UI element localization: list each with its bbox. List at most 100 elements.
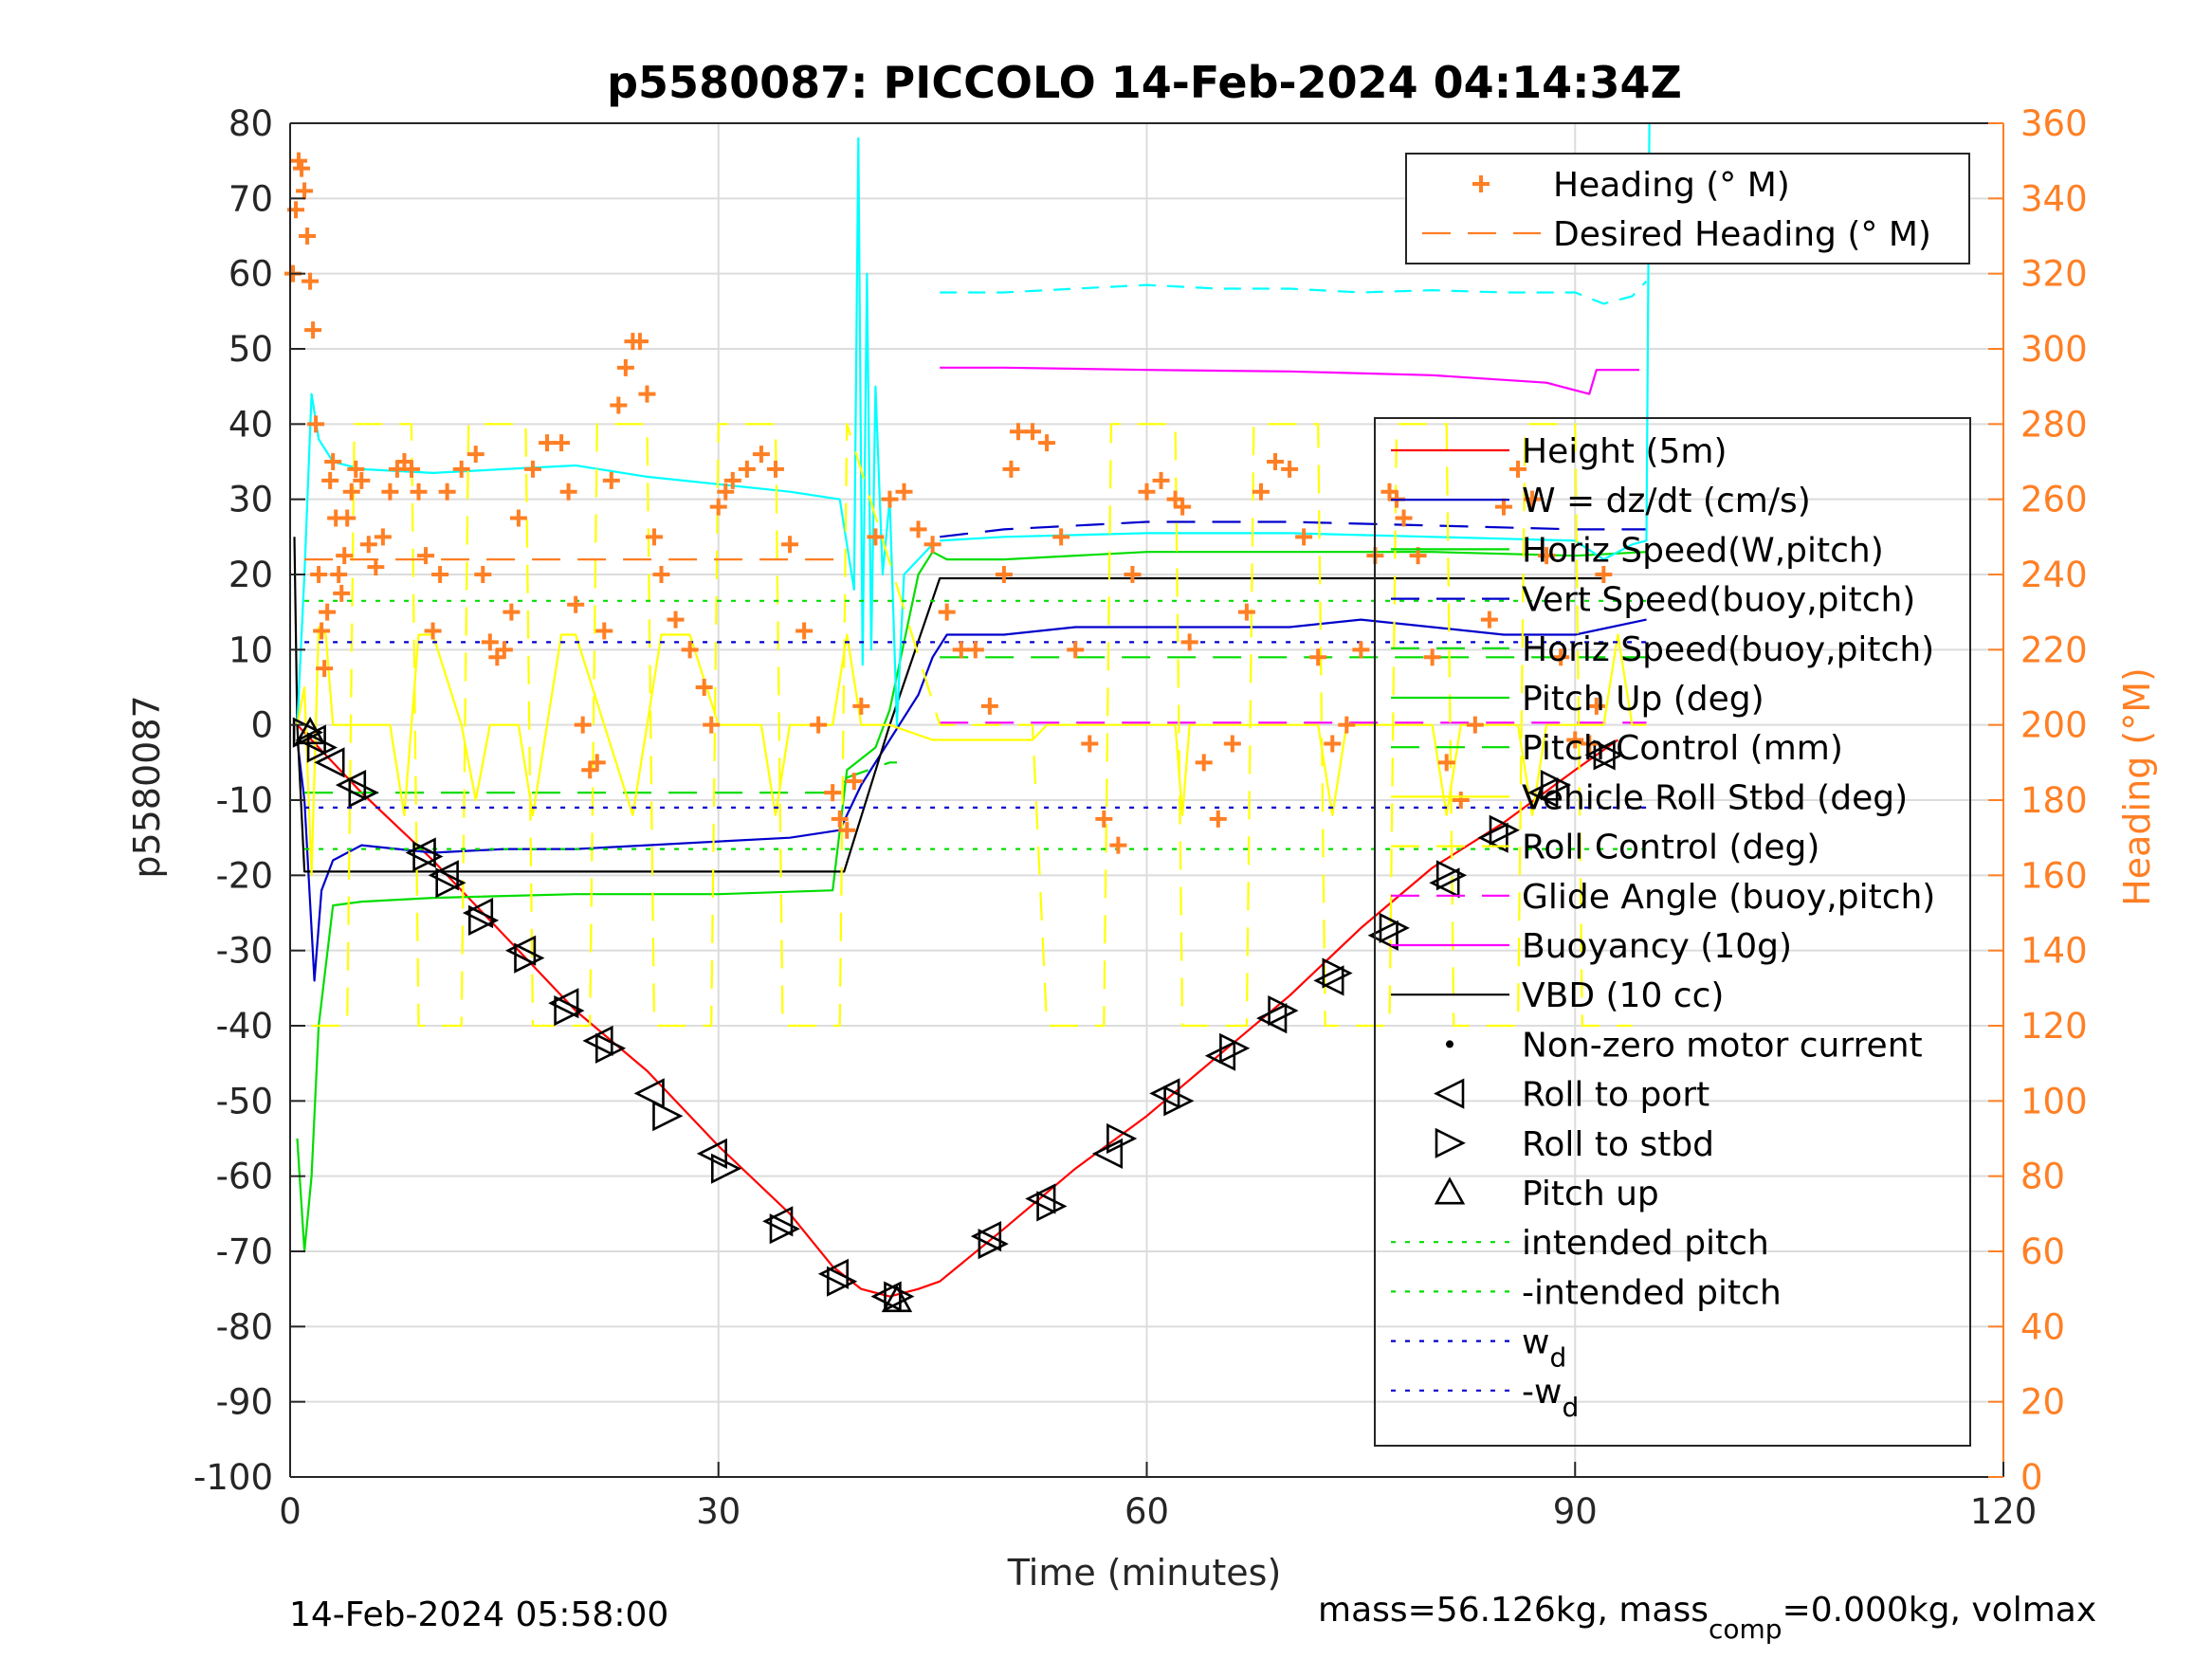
legend-heading: Heading (° M) Desired Heading (° M) [1405, 153, 1970, 264]
heading-point [1038, 434, 1056, 452]
heading-point [1174, 498, 1192, 516]
heading-point [909, 520, 927, 538]
heading-point [1124, 566, 1142, 583]
y-tick-label: 20 [229, 555, 273, 595]
heading-point [310, 566, 328, 583]
legend-main-label: Pitch up [1522, 1175, 1659, 1213]
heading-point [333, 584, 351, 602]
series-layer [293, 122, 1651, 1298]
heading-point [307, 415, 325, 433]
series-horiz-speed-w-pitch [296, 551, 1647, 1253]
roll-to-port-marker [762, 1206, 794, 1237]
y2-tick-label: 0 [2020, 1457, 2043, 1498]
heading-point [424, 622, 442, 640]
heading-point [1324, 735, 1342, 753]
roll-to-port-marker [335, 769, 367, 801]
heading-point [781, 536, 799, 554]
heading-point [952, 641, 970, 659]
series-cyan-dash [940, 280, 1648, 305]
footer-mass-post: =0.000kg, volmax [1782, 1591, 2097, 1630]
heading-point [1180, 633, 1198, 651]
legend-main-label: Non-zero motor current [1522, 1026, 1923, 1065]
roll-to-stbd-marker [1435, 860, 1468, 891]
heading-point [1466, 716, 1484, 734]
roll-to-stbd-marker [467, 904, 500, 937]
heading-point [452, 460, 470, 478]
roll-to-stbd-marker [1106, 1122, 1138, 1155]
legend-main: Height (5m) W = dz/dt (cm/s) Horiz Speed(W… [1374, 417, 1971, 1447]
heading-point [1109, 836, 1127, 854]
legend-main-label: Roll to port [1522, 1076, 1709, 1115]
heading-point [495, 641, 513, 659]
footer-mass-pre: mass=56.126kg, mass [1318, 1591, 1709, 1630]
heading-point [616, 358, 634, 376]
x-tick-label: 0 [279, 1491, 302, 1532]
footer-mass: mass=56.126kg, masscomp=0.000kg, volmax [1318, 1591, 2096, 1645]
heading-point [1352, 641, 1370, 659]
heading-point [1494, 498, 1512, 516]
heading-point [1338, 716, 1356, 734]
legend-heading-box [1405, 153, 1970, 264]
heading-point [417, 547, 435, 565]
marker-layer [292, 716, 1624, 1313]
heading-point [1587, 697, 1605, 715]
y2-tick-label: 200 [2020, 705, 2088, 746]
roll-to-port-marker [582, 1025, 613, 1057]
heading-point [1267, 453, 1285, 470]
heading-point [1524, 490, 1542, 508]
y-tick-label: 60 [229, 254, 273, 295]
y2-tick-label: 220 [2020, 629, 2088, 670]
heading-point [539, 434, 557, 452]
heading-point [766, 460, 784, 478]
heading-layer [284, 152, 1613, 854]
grid-lines [289, 122, 2004, 1478]
heading-point [466, 446, 484, 464]
heading-point [1309, 648, 1327, 666]
y-tick-label: 0 [250, 705, 273, 746]
legend-main-label: wd [1522, 1323, 1566, 1374]
heading-point [1595, 566, 1613, 583]
x-tick-label: 90 [1553, 1491, 1598, 1532]
roll-to-port-marker [428, 860, 459, 891]
roll-to-port-marker [1527, 776, 1559, 809]
roll-to-stbd-marker [594, 1032, 627, 1064]
roll-to-stbd-marker [652, 1101, 684, 1132]
heading-point [602, 471, 620, 489]
roll-to-port-marker [1429, 867, 1460, 899]
heading-point [1480, 611, 1498, 629]
roll-to-port-marker [548, 988, 579, 1019]
heading-point [1095, 810, 1113, 828]
heading-point [1152, 471, 1170, 489]
heading-point [1423, 648, 1441, 666]
heading-point [1052, 528, 1070, 546]
pitch-up-marker [881, 1284, 913, 1313]
roll-to-stbd-marker [1219, 1032, 1251, 1064]
series-cyan [296, 137, 934, 726]
y2-tick-label: 300 [2020, 329, 2088, 370]
y2-tick-label: 140 [2020, 931, 2088, 972]
series-vehicle-roll-stbd-deg [296, 626, 1647, 877]
legend-main-label: Horiz Speed(buoy,pitch) [1522, 630, 1934, 669]
series-pitch-control-mm [304, 761, 897, 794]
heading-point [567, 595, 585, 613]
roll-to-port-marker [633, 1078, 665, 1109]
roll-to-stbd-marker [826, 1266, 858, 1297]
heading-point [503, 603, 521, 621]
y-tick-label: -80 [216, 1306, 273, 1347]
y-tick-label: -70 [216, 1231, 273, 1272]
y-tick-label: 10 [229, 629, 273, 670]
y-tick-label: -10 [216, 780, 273, 821]
legend-main-label: W = dz/dt (cm/s) [1522, 482, 1811, 520]
heading-point [1067, 641, 1085, 659]
roll-to-port-marker [1367, 920, 1398, 951]
x-tick-label: 120 [1970, 1491, 2038, 1532]
y-tick-label: 30 [229, 480, 273, 520]
legend-heading-label: Heading (° M) [1553, 166, 1790, 205]
legend-main-label: Horiz Speed(W,pitch) [1522, 531, 1884, 570]
series-buoyancy-10g [940, 366, 1639, 395]
y-tick-label: 80 [229, 103, 273, 144]
heading-point [293, 159, 311, 177]
y2-tick-label: 100 [2020, 1081, 2088, 1121]
series-cyan-later [940, 122, 1651, 561]
roll-to-port-marker [314, 747, 345, 778]
